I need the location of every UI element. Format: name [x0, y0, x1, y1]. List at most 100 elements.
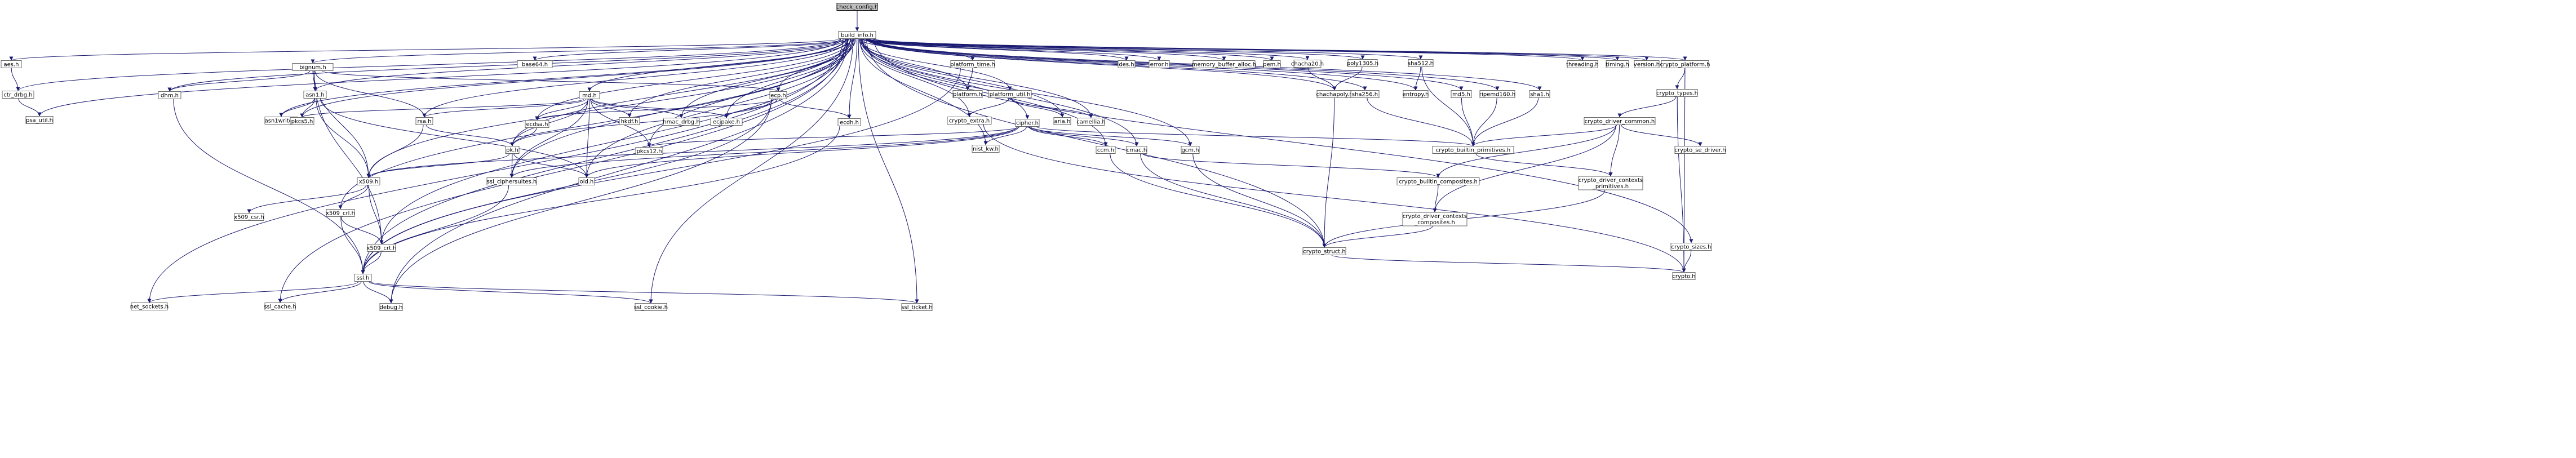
node-sha512[interactable]: sha512.h [1408, 59, 1434, 67]
node-base64[interactable]: base64.h [517, 60, 553, 68]
node-x509-crl[interactable]: x509_crl.h [326, 209, 355, 217]
node-pk[interactable]: pk.h [505, 146, 520, 154]
node-crypto-types[interactable]: crypto_types.h [1656, 89, 1698, 97]
node-label: ecp.h [770, 93, 786, 99]
node-platform-util[interactable]: platform_util.h [988, 90, 1032, 98]
edge-build-info-to-sha256 [867, 38, 1367, 91]
node-threading[interactable]: threading.h [1566, 60, 1599, 68]
node-nist-kw[interactable]: nist_kw.h [972, 145, 1000, 153]
node-ssl-ciphersuites[interactable]: ssl_ciphersuites.h [486, 177, 537, 185]
node-bignum[interactable]: bignum.h [292, 63, 334, 71]
node-cipher[interactable]: cipher.h [1015, 119, 1040, 127]
node-crypto-driver-contexts-composites[interactable]: crypto_driver_contexts _composites.h [1402, 212, 1467, 226]
node-box [1408, 59, 1434, 67]
node-aes[interactable]: aes.h [1, 60, 22, 68]
node-check-config[interactable]: check_config.h [836, 3, 878, 11]
node-label: sha256.h [1352, 92, 1378, 98]
node-label: cmac.h [1127, 148, 1147, 154]
node-asn1[interactable]: asn1.h [303, 91, 327, 99]
node-box [1302, 247, 1346, 255]
node-crypto[interactable]: crypto.h [1672, 272, 1696, 280]
node-crypto-builtin-composites[interactable]: crypto_builtin_composites.h [1396, 177, 1480, 185]
node-box [1567, 60, 1598, 68]
node-cmac[interactable]: cmac.h [1126, 146, 1147, 154]
node-ssl-ticket[interactable]: ssl_ticket.h [901, 303, 933, 311]
node-dhm[interactable]: dhm.h [158, 91, 181, 99]
nodes-layer: check_config.h build_info.h aes.h ctr_drbg.… [1, 3, 1726, 311]
node-sha256[interactable]: sha256.h [1350, 90, 1380, 98]
node-ssl[interactable]: ssl.h [354, 274, 372, 282]
node-error[interactable]: error.h [1149, 60, 1170, 68]
node-label: ssl_ciphersuites.h [487, 179, 537, 185]
node-box [1077, 118, 1105, 126]
node-crypto-struct[interactable]: crypto_struct.h [1302, 247, 1346, 255]
node-ecdh[interactable]: ecdh.h [837, 118, 861, 126]
node-ssl-cache[interactable]: ssl_cache.h [264, 303, 296, 310]
node-ecp[interactable]: ecp.h [769, 91, 787, 99]
node-chacha20[interactable]: chacha20.h [1291, 60, 1324, 68]
node-hmac-drbg[interactable]: hmac_drbg.h [663, 118, 700, 126]
node-aria[interactable]: aria.h [1053, 117, 1071, 125]
node-label: ecjpake.h [713, 119, 740, 126]
node-label: md.h [582, 93, 597, 99]
node-crypto-driver-common[interactable]: crypto_driver_common.h [1584, 117, 1656, 125]
edge-build-info-to-camellia [861, 38, 1093, 118]
node-gcm[interactable]: gcm.h [1181, 146, 1200, 154]
node-crypto-extra[interactable]: crypto_extra.h [947, 117, 992, 124]
node-sha1[interactable]: sha1.h [1529, 90, 1550, 98]
node-pkcs12[interactable]: pkcs12.h [635, 147, 663, 155]
edge-ecdh-to-ssl [361, 126, 840, 274]
node-psa-util[interactable]: psa_util.h [25, 116, 54, 124]
node-poly1305[interactable]: poly1305.h [1347, 59, 1378, 67]
node-ecjpake[interactable]: ecjpake.h [710, 118, 743, 126]
node-crypto-se-driver[interactable]: crypto_se_driver.h [1674, 146, 1726, 154]
node-platform[interactable]: platform.h [952, 90, 983, 98]
node-label: crypto.h [1672, 274, 1695, 280]
node-ccm[interactable]: ccm.h [1096, 146, 1116, 154]
edge-build-info-to-psa-util [37, 38, 841, 117]
node-md[interactable]: md.h [579, 91, 600, 99]
node-camellia[interactable]: camellia.h [1076, 118, 1106, 126]
node-box [1661, 60, 1709, 68]
node-asn1write[interactable]: asn1write.h [264, 117, 298, 124]
node-x509-csr[interactable]: x509_csr.h [234, 213, 264, 221]
edge-md-to-ssl-ciphersuites [509, 99, 588, 178]
node-box [131, 303, 168, 310]
node-rsa[interactable]: rsa.h [415, 117, 433, 125]
node-md5[interactable]: md5.h [1451, 90, 1472, 98]
node-debug[interactable]: debug.h [379, 303, 403, 311]
edge-cipher-to-oid [584, 126, 1019, 178]
edge-build-info-to-aes [10, 38, 841, 61]
node-oid[interactable]: oid.h [578, 177, 595, 185]
node-label: aria.h [1054, 119, 1071, 125]
node-platform-time[interactable]: platform_time.h [950, 60, 995, 68]
node-pkcs5[interactable]: pkcs5.h [290, 117, 314, 125]
node-hkdf[interactable]: hkdf.h [619, 117, 640, 125]
node-ctr-drbg[interactable]: ctr_drbg.h [2, 91, 34, 99]
node-pem[interactable]: pem.h [1263, 60, 1281, 68]
node-ecdsa[interactable]: ecdsa.h [525, 120, 549, 128]
node-crypto-platform[interactable]: crypto_platform.h [1660, 60, 1710, 68]
node-build-info[interactable]: build_info.h [838, 31, 876, 39]
node-x509[interactable]: x509.h [357, 177, 380, 185]
node-timing[interactable]: timing.h [1606, 60, 1629, 68]
node-chachapoly[interactable]: chachapoly.h [1316, 90, 1353, 98]
node-crypto-sizes[interactable]: crypto_sizes.h [1670, 243, 1712, 251]
node-crypto-builtin-primitives[interactable]: crypto_builtin_primitives.h [1432, 146, 1514, 154]
edge-pk-to-x509 [366, 153, 510, 178]
node-entropy[interactable]: entropy.h [1403, 90, 1429, 98]
node-box [1606, 60, 1629, 68]
node-version[interactable]: version.h [1634, 60, 1660, 68]
node-des[interactable]: des.h [1118, 60, 1136, 68]
node-crypto-driver-contexts-primitives[interactable]: crypto_driver_contexts _primitives.h [1578, 176, 1643, 190]
node-memory-buffer-alloc[interactable]: memory_buffer_alloc.h [1192, 60, 1256, 68]
node-box [1263, 60, 1281, 68]
node-x509-crt[interactable]: x509_crt.h [366, 244, 397, 252]
node-net-sockets[interactable]: net_sockets.h [130, 303, 169, 310]
node-ripemd160[interactable]: ripemd160.h [1479, 90, 1515, 98]
edge-build-info-to-dhm [167, 38, 844, 92]
node-box [415, 117, 433, 125]
node-ssl-cookie[interactable]: ssl_cookie.h [634, 303, 668, 311]
node-box [1096, 146, 1116, 154]
